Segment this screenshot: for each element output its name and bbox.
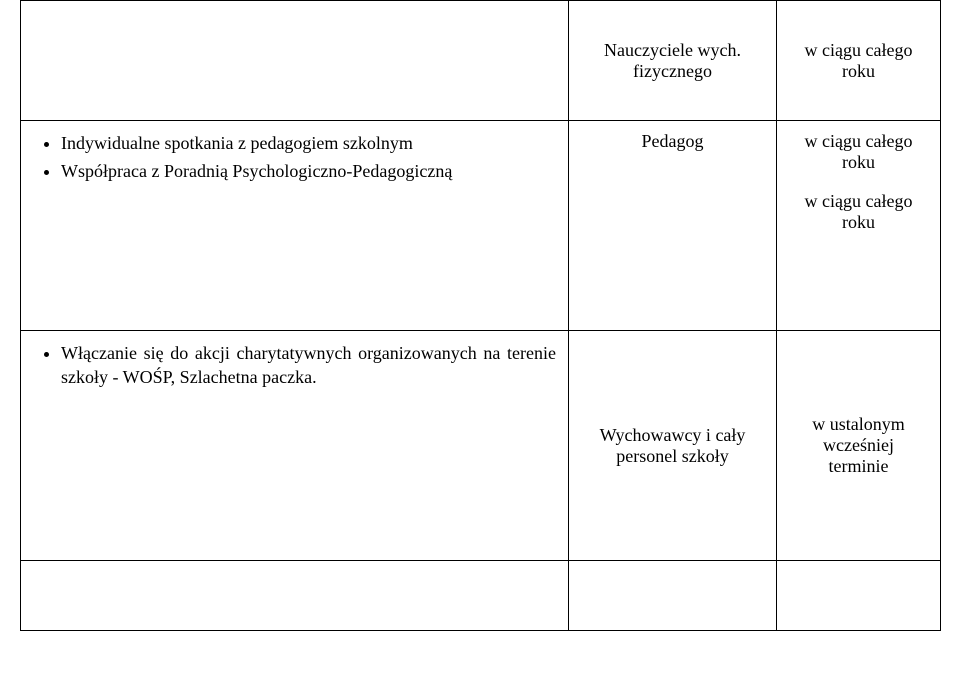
cell-r1-c1 — [21, 1, 569, 121]
text-line: roku — [805, 152, 913, 173]
text-line: w ciągu całego — [789, 40, 928, 61]
text-line: w ustalonym — [789, 414, 928, 435]
text-line: wcześniej — [789, 435, 928, 456]
bullet-list: Indywidualne spotkania z pedagogiem szko… — [33, 131, 556, 184]
cell-r1-c3: w ciągu całego roku — [777, 1, 941, 121]
text-line: terminie — [789, 456, 928, 477]
table-row: Nauczyciele wych. fizycznego w ciągu cał… — [21, 1, 941, 121]
cell-r3-c1: Włączanie się do akcji charytatywnych or… — [21, 331, 569, 561]
table-row — [21, 561, 941, 631]
table-row: Włączanie się do akcji charytatywnych or… — [21, 331, 941, 561]
text-block: w ciągu całego roku — [805, 131, 913, 173]
cell-r2-c3: w ciągu całego roku w ciągu całego roku — [777, 121, 941, 331]
text-line: personel szkoły — [581, 446, 764, 467]
cell-r3-c2: Wychowawcy i cały personel szkoły — [569, 331, 777, 561]
cell-r4-c3 — [777, 561, 941, 631]
text-line: Wychowawcy i cały — [581, 425, 764, 446]
cell-r3-c3: w ustalonym wcześniej terminie — [777, 331, 941, 561]
text-line: w ciągu całego — [805, 131, 913, 152]
cell-r2-c1: Indywidualne spotkania z pedagogiem szko… — [21, 121, 569, 331]
cell-r4-c1 — [21, 561, 569, 631]
text-line: Pedagog — [581, 131, 764, 152]
cell-r1-c2: Nauczyciele wych. fizycznego — [569, 1, 777, 121]
cell-r4-c2 — [569, 561, 777, 631]
text-line: Nauczyciele wych. — [581, 40, 764, 61]
content-table: Nauczyciele wych. fizycznego w ciągu cał… — [20, 0, 941, 631]
text-line: fizycznego — [581, 61, 764, 82]
text-line: roku — [789, 61, 928, 82]
page: Nauczyciele wych. fizycznego w ciągu cał… — [0, 0, 960, 699]
text-block: w ciągu całego roku — [805, 191, 913, 233]
list-item: Włączanie się do akcji charytatywnych or… — [61, 341, 556, 390]
text-line: w ciągu całego — [805, 191, 913, 212]
list-item: Współpraca z Poradnią Psychologiczno-Ped… — [61, 159, 556, 183]
list-item: Indywidualne spotkania z pedagogiem szko… — [61, 131, 556, 155]
cell-r2-c2: Pedagog — [569, 121, 777, 331]
text-line: roku — [805, 212, 913, 233]
table-row: Indywidualne spotkania z pedagogiem szko… — [21, 121, 941, 331]
bullet-list: Włączanie się do akcji charytatywnych or… — [33, 341, 556, 390]
